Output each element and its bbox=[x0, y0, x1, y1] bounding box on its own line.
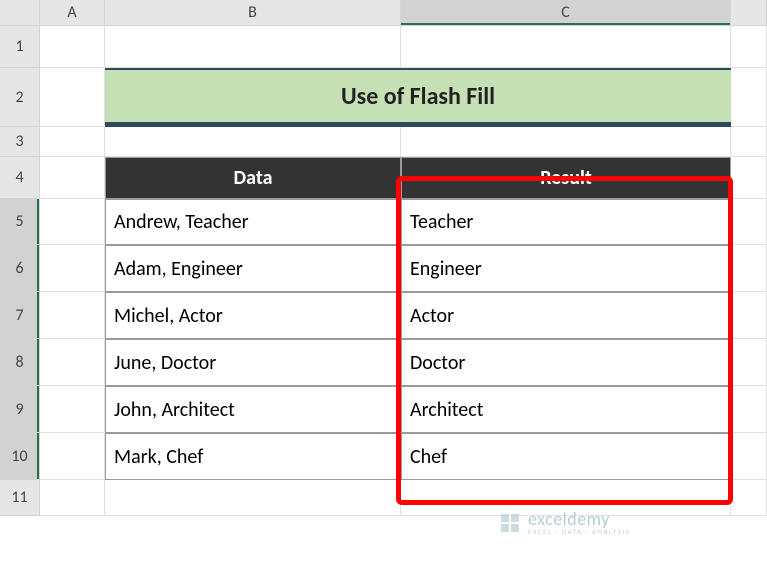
data-text: Mark, Chef bbox=[114, 445, 203, 469]
data-text: John, Architect bbox=[114, 398, 235, 422]
cell-c7[interactable]: Actor bbox=[401, 292, 731, 339]
cell-d3[interactable] bbox=[731, 127, 767, 157]
cell-d7[interactable] bbox=[731, 292, 767, 339]
data-text: Adam, Engineer bbox=[114, 257, 243, 281]
data-text: Michel, Actor bbox=[114, 304, 223, 328]
cell-a6[interactable] bbox=[40, 245, 105, 292]
cell-a11[interactable] bbox=[40, 480, 105, 516]
row-header-1[interactable]: 1 bbox=[0, 26, 40, 68]
result-text: Chef bbox=[410, 445, 447, 469]
cell-d10[interactable] bbox=[731, 433, 767, 480]
cell-c1[interactable] bbox=[401, 26, 731, 68]
col-header-a[interactable]: A bbox=[40, 0, 105, 26]
table-header-result[interactable]: Result bbox=[401, 157, 731, 199]
cell-d8[interactable] bbox=[731, 339, 767, 386]
cell-d2[interactable] bbox=[731, 68, 767, 127]
col-header-c[interactable]: C bbox=[401, 0, 731, 26]
header-result-label: Result bbox=[540, 166, 592, 190]
cell-d4[interactable] bbox=[731, 157, 767, 199]
col-header-blank[interactable] bbox=[731, 0, 767, 26]
cell-d1[interactable] bbox=[731, 26, 767, 68]
spreadsheet-grid: A B C 1 2 3 4 5 6 7 8 9 10 11 Use of Fla… bbox=[0, 0, 767, 516]
result-text: Doctor bbox=[410, 351, 465, 375]
watermark-sub: EXCEL · DATA · ANALYSIS bbox=[528, 528, 630, 535]
watermark-text: exceldemy EXCEL · DATA · ANALYSIS bbox=[528, 510, 630, 535]
cell-b6[interactable]: Adam, Engineer bbox=[105, 245, 401, 292]
cell-a9[interactable] bbox=[40, 386, 105, 433]
cell-a1[interactable] bbox=[40, 26, 105, 68]
header-data-label: Data bbox=[234, 166, 273, 190]
cell-c10[interactable]: Chef bbox=[401, 433, 731, 480]
cell-a5[interactable] bbox=[40, 199, 105, 245]
cell-d5[interactable] bbox=[731, 199, 767, 245]
row-header-7[interactable]: 7 bbox=[0, 292, 40, 339]
cell-a7[interactable] bbox=[40, 292, 105, 339]
cell-b9[interactable]: John, Architect bbox=[105, 386, 401, 433]
row-header-11[interactable]: 11 bbox=[0, 480, 40, 516]
cell-c9[interactable]: Architect bbox=[401, 386, 731, 433]
cell-b10[interactable]: Mark, Chef bbox=[105, 433, 401, 480]
row-header-4[interactable]: 4 bbox=[0, 157, 40, 199]
row-header-3[interactable]: 3 bbox=[0, 127, 40, 157]
cell-d6[interactable] bbox=[731, 245, 767, 292]
data-text: June, Doctor bbox=[114, 351, 216, 375]
data-text: Andrew, Teacher bbox=[114, 210, 249, 234]
cell-b7[interactable]: Michel, Actor bbox=[105, 292, 401, 339]
result-text: Actor bbox=[410, 304, 454, 328]
cell-a4[interactable] bbox=[40, 157, 105, 199]
row-header-5[interactable]: 5 bbox=[0, 199, 40, 245]
row-header-2[interactable]: 2 bbox=[0, 68, 40, 127]
cell-a8[interactable] bbox=[40, 339, 105, 386]
select-all-corner[interactable] bbox=[0, 0, 40, 26]
result-text: Architect bbox=[410, 398, 483, 422]
col-header-b[interactable]: B bbox=[105, 0, 401, 26]
cell-d11[interactable] bbox=[731, 480, 767, 516]
watermark: exceldemy EXCEL · DATA · ANALYSIS bbox=[498, 510, 630, 535]
cell-b5[interactable]: Andrew, Teacher bbox=[105, 199, 401, 245]
table-header-data[interactable]: Data bbox=[105, 157, 401, 199]
cell-c6[interactable]: Engineer bbox=[401, 245, 731, 292]
row-header-9[interactable]: 9 bbox=[0, 386, 40, 433]
cell-c5[interactable]: Teacher bbox=[401, 199, 731, 245]
cell-a3[interactable] bbox=[40, 127, 105, 157]
watermark-icon bbox=[498, 511, 522, 535]
result-text: Teacher bbox=[410, 210, 473, 234]
cell-c8[interactable]: Doctor bbox=[401, 339, 731, 386]
cell-a2[interactable] bbox=[40, 68, 105, 127]
title-text: Use of Flash Fill bbox=[341, 82, 495, 111]
watermark-main: exceldemy bbox=[528, 510, 630, 528]
cell-b11[interactable] bbox=[105, 480, 401, 516]
cell-b8[interactable]: June, Doctor bbox=[105, 339, 401, 386]
cell-d9[interactable] bbox=[731, 386, 767, 433]
row-header-8[interactable]: 8 bbox=[0, 339, 40, 386]
cell-a10[interactable] bbox=[40, 433, 105, 480]
row-header-6[interactable]: 6 bbox=[0, 245, 40, 292]
cell-b1[interactable] bbox=[105, 26, 401, 68]
result-text: Engineer bbox=[410, 257, 482, 281]
cell-c3[interactable] bbox=[401, 127, 731, 157]
row-header-10[interactable]: 10 bbox=[0, 433, 40, 480]
title-cell[interactable]: Use of Flash Fill bbox=[105, 68, 731, 127]
cell-b3[interactable] bbox=[105, 127, 401, 157]
